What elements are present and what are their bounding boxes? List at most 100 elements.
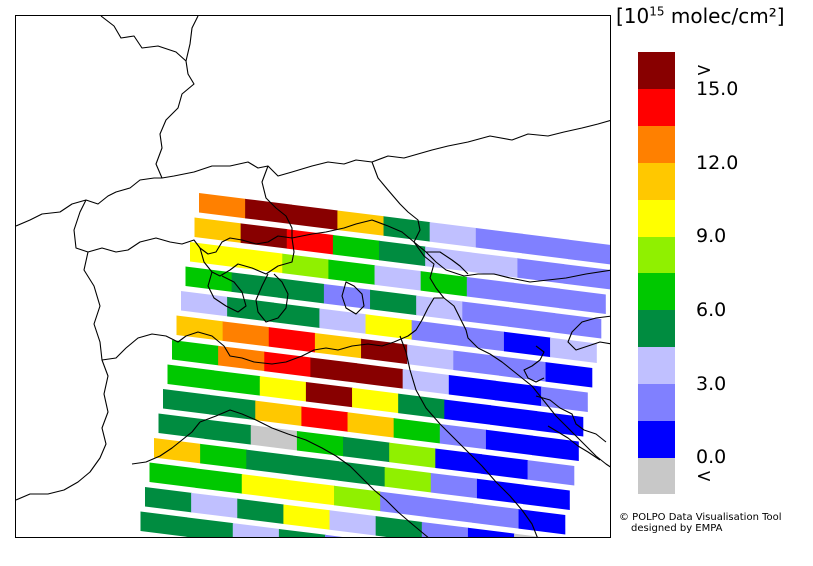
colorbar-cell <box>638 457 675 495</box>
border-path <box>207 271 247 313</box>
swath-pixel <box>361 338 408 365</box>
colorbar-cell <box>638 162 675 200</box>
swath-pixel <box>536 411 584 437</box>
swath-pixel <box>420 271 468 297</box>
swath-pixel <box>508 307 556 333</box>
swath-pixel <box>393 418 441 444</box>
border-path <box>399 335 538 537</box>
swath-pixel <box>332 234 380 261</box>
swath-pixel <box>140 511 188 537</box>
colorbar-cell <box>638 346 675 384</box>
swath-pixel <box>191 492 238 519</box>
swath-pixel <box>277 278 325 304</box>
swath-pixel <box>264 351 311 377</box>
swath-pixel <box>503 331 551 358</box>
swath-pixel <box>494 380 542 407</box>
swath-pixel <box>347 412 395 438</box>
border-path <box>100 16 610 179</box>
swath-pixel <box>383 216 431 242</box>
border-path <box>535 395 607 443</box>
swath-pixel <box>236 247 283 274</box>
border-path <box>101 297 444 365</box>
colorbar-cell <box>638 88 675 127</box>
swath-pixel <box>328 259 376 285</box>
colorbar-label: 9.0 <box>696 225 727 248</box>
colorbar <box>638 52 675 495</box>
swath-pixel <box>435 448 483 474</box>
colorbar-cell <box>638 236 675 274</box>
colorbar-label: 12.0 <box>696 151 739 174</box>
swath-pixel <box>550 337 597 363</box>
swath-pixel <box>186 517 234 537</box>
swath-pixel <box>407 344 454 370</box>
border-path <box>523 345 545 383</box>
swath-pixel <box>370 289 417 316</box>
swath-pixel <box>402 369 450 395</box>
swath-pixel <box>158 413 206 439</box>
swath-pixel <box>476 478 524 505</box>
swath-pixel <box>453 350 501 376</box>
credit-text: © POLPO Data Visualisation Tool designed… <box>619 512 782 534</box>
border-path <box>426 251 469 275</box>
border-path <box>261 165 293 238</box>
swath-pixel <box>334 485 381 512</box>
swath-pixel <box>467 527 515 537</box>
swath-pixel <box>426 497 474 523</box>
swath-pixel <box>213 370 261 396</box>
swath-pixel <box>475 227 523 254</box>
units-suffix: molec/cm²] <box>664 4 785 28</box>
swath-pixel <box>319 308 367 334</box>
swath-pixel <box>286 229 334 255</box>
colorbar-label: 3.0 <box>696 372 727 395</box>
swath-pixel <box>384 467 432 493</box>
border-path <box>547 425 601 461</box>
swath-pixel <box>181 291 228 317</box>
swath-pixel <box>246 449 293 475</box>
swath-pixel <box>149 462 197 488</box>
border-path <box>371 161 421 243</box>
swath-pixel <box>259 376 307 402</box>
colorbar-cell <box>638 420 675 458</box>
border-path <box>255 273 289 323</box>
swath-pixel <box>185 266 233 292</box>
colorbar-cell <box>638 52 675 90</box>
swath-pixel <box>457 325 505 352</box>
border-path <box>477 347 610 468</box>
colorbar-cell <box>638 273 675 311</box>
credit-line-2: designed by EMPA <box>631 523 723 534</box>
swath-pixel <box>218 345 265 372</box>
swath-pixel <box>240 223 288 249</box>
swath-pixel <box>380 491 427 517</box>
border-path <box>131 421 201 465</box>
swath-pixel <box>232 523 280 537</box>
swath-pixel <box>462 301 510 327</box>
units-prefix: [10 <box>616 4 650 28</box>
swath-pixel <box>245 198 292 225</box>
swath-pixel <box>163 389 210 415</box>
swath-pixel <box>389 442 436 468</box>
swath-pixel <box>352 387 399 414</box>
swath-pixel <box>425 246 472 272</box>
swath-pixel <box>194 217 242 243</box>
swath-pixel <box>545 362 593 388</box>
colorbar-label: < <box>696 464 712 487</box>
swath-pixel <box>527 460 575 486</box>
swath-pixel <box>282 253 329 279</box>
colorbar-label: > <box>696 59 712 82</box>
swath-pixel <box>301 406 349 432</box>
credit-line-1: © POLPO Data Visualisation Tool <box>619 512 782 523</box>
swath-pixel <box>439 423 487 450</box>
border-path <box>16 177 162 227</box>
swath-pixel <box>485 429 533 456</box>
colorbar-label: 15.0 <box>696 77 739 100</box>
swath-pixel <box>517 258 565 284</box>
swath-pixel <box>338 461 386 487</box>
swath-pixel <box>154 438 201 464</box>
map-panel[interactable] <box>15 15 611 538</box>
swath-pixel <box>283 504 331 530</box>
swath-pixel <box>448 374 496 401</box>
colorbar-cell <box>638 125 675 163</box>
units-exponent: 15 <box>649 4 665 19</box>
swath-pixel <box>325 534 343 537</box>
swath-pixel <box>356 363 404 389</box>
